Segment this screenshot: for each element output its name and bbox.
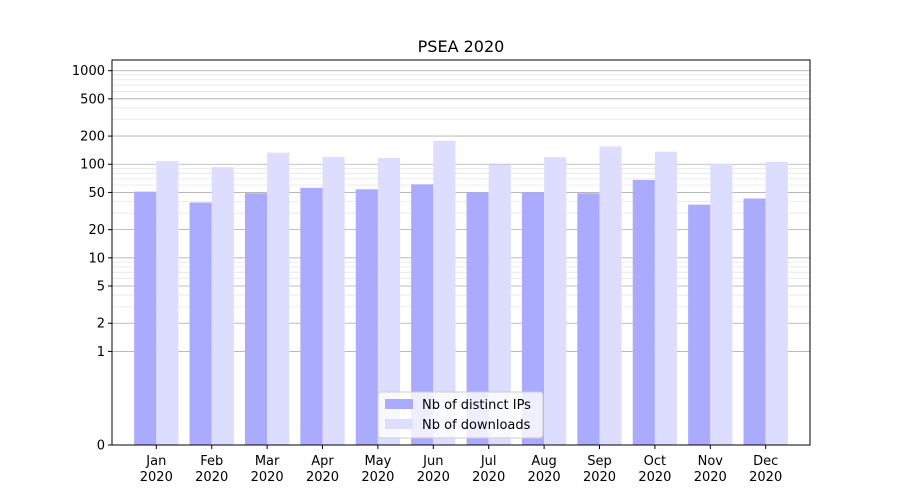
y-tick-label-3: 5	[97, 280, 105, 295]
x-tick-label-may: May 2020	[361, 454, 394, 485]
bar-ips-jul	[466, 192, 489, 445]
legend: Nb of distinct IPs Nb of downloads	[377, 391, 544, 439]
legend-label-0: Nb of distinct IPs	[422, 398, 531, 413]
bar-downloads-dec	[765, 161, 788, 445]
bar-ips-apr	[300, 187, 323, 445]
bar-ips-dec	[743, 198, 766, 445]
x-tick-label-oct: Oct 2020	[638, 454, 671, 485]
x-tick-label-mar: Mar 2020	[251, 454, 284, 485]
y-tick-label-7: 100	[80, 158, 105, 173]
x-tick-label-feb: Feb 2020	[195, 454, 228, 485]
bars	[134, 140, 788, 446]
bar-downloads-oct	[654, 151, 678, 445]
bar-ips-mar	[244, 193, 268, 445]
bar-downloads-feb	[211, 167, 234, 446]
y-tick-label-1: 1	[97, 345, 105, 360]
chart-title: PSEA 2020	[418, 37, 505, 56]
y-tick-label-5: 20	[88, 223, 105, 238]
bar-ips-aug	[521, 192, 545, 445]
y-tick-label-9: 500	[80, 92, 105, 107]
legend-box	[377, 391, 544, 439]
bar-ips-may	[355, 189, 378, 445]
bar-downloads-jan	[156, 161, 179, 445]
y-axis: 0 1 2 5 10 20 50 100 200 500 1000	[72, 64, 112, 454]
x-tick-label-jun: Jun 2020	[417, 454, 450, 485]
bar-ips-jan	[134, 191, 157, 445]
bar-ips-oct	[632, 179, 655, 445]
bar-downloads-mar	[267, 152, 290, 445]
bar-downloads-nov	[710, 163, 733, 445]
x-tick-label-aug: Aug 2020	[528, 454, 561, 485]
bar-downloads-apr	[322, 156, 345, 446]
y-tick-label-2: 2	[97, 317, 105, 332]
y-tick-label-8: 200	[80, 130, 105, 145]
x-tick-label-nov: Nov 2020	[694, 454, 727, 485]
bar-downloads-jun	[433, 140, 456, 445]
x-tick-label-jul: Jul 2020	[472, 454, 505, 485]
bar-downloads-jul	[488, 164, 511, 445]
legend-label-1: Nb of downloads	[422, 418, 531, 433]
y-tick-label-6: 50	[88, 186, 105, 201]
x-tick-label-apr: Apr 2020	[306, 454, 339, 485]
x-tick-label-dec: Dec 2020	[749, 454, 782, 485]
bar-downloads-aug	[544, 157, 567, 445]
legend-swatch-1	[385, 419, 413, 429]
plot-area-frame	[111, 59, 811, 446]
y-tick-label-4: 10	[88, 251, 105, 266]
bar-downloads-may	[377, 157, 401, 446]
bar-ips-nov	[688, 204, 711, 445]
bar-ips-jun	[411, 184, 434, 445]
bar-ips-sep	[577, 193, 600, 445]
bar-ips-feb	[189, 202, 212, 445]
x-tick-label-sep: Sep 2020	[583, 454, 616, 485]
y-tick-label-10: 1000	[72, 64, 105, 79]
legend-swatch-0	[385, 399, 413, 409]
x-tick-label-jan: Jan 2020	[140, 454, 173, 485]
x-axis: Jan 2020 Feb 2020 Mar 2020 Apr 2020 May 2020 Jun 20…	[140, 445, 782, 485]
bar-downloads-sep	[599, 146, 622, 446]
y-tick-label-0: 0	[97, 439, 105, 454]
